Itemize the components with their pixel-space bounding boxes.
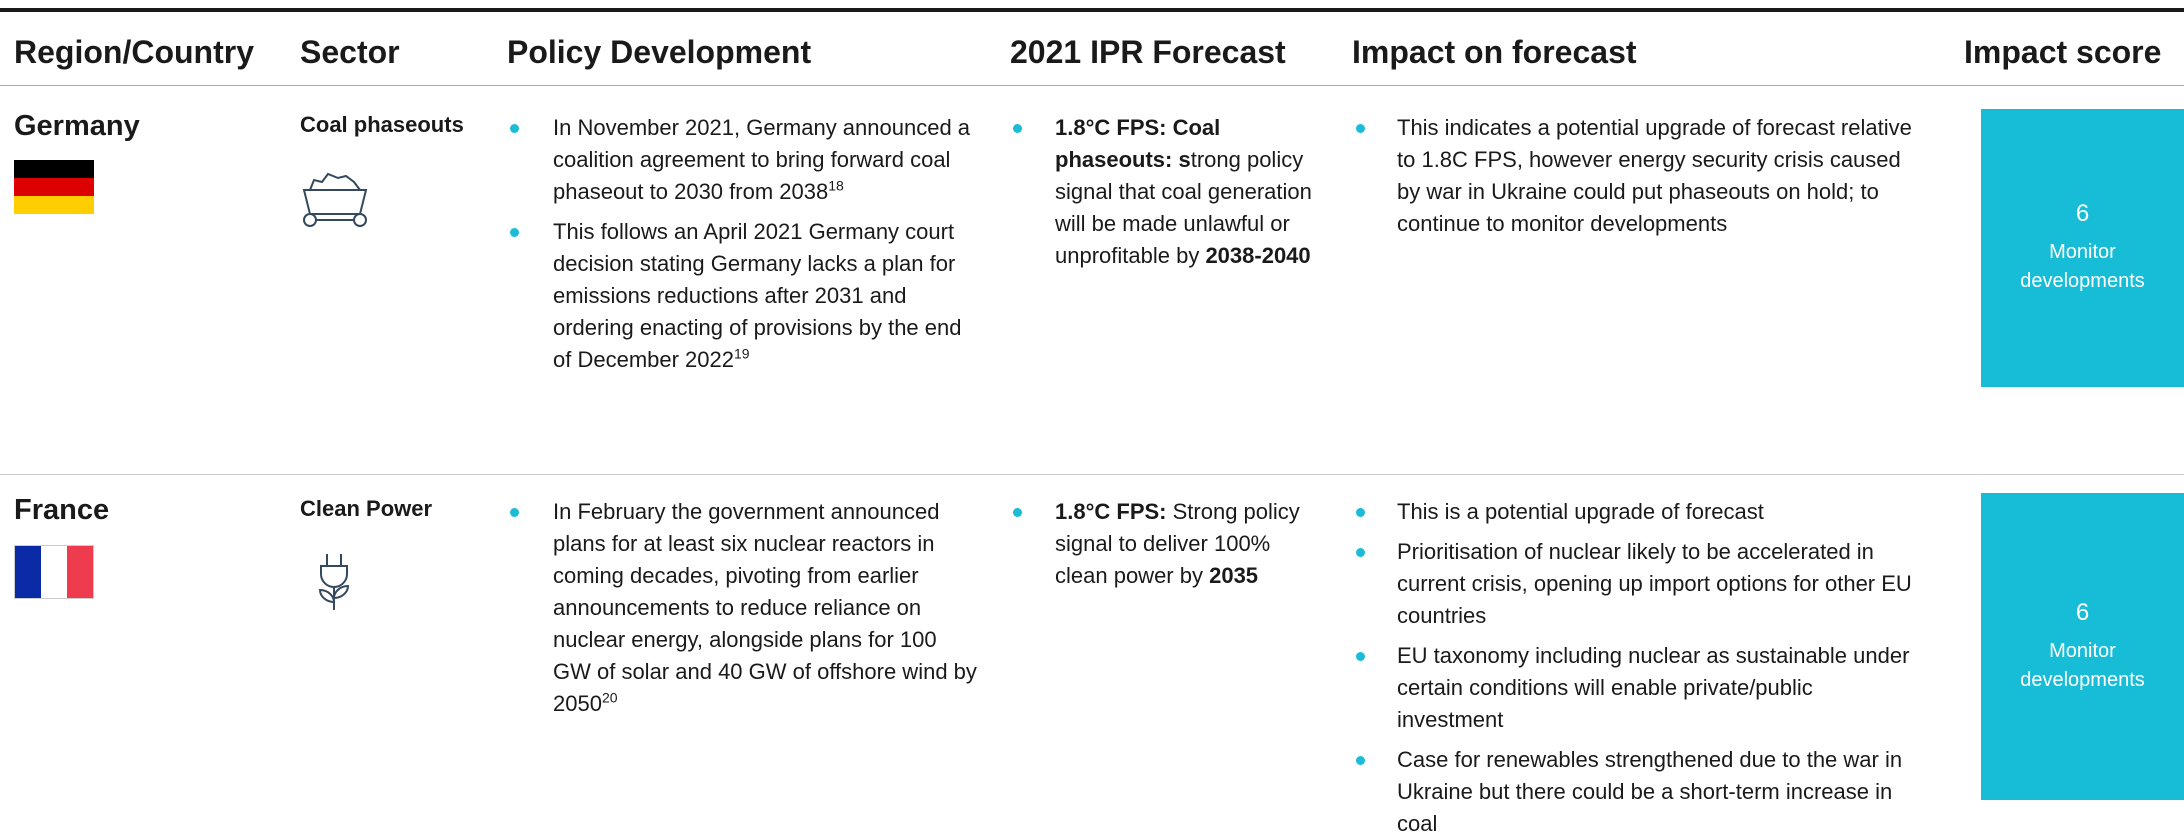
column-header: 2021 IPR Forecast bbox=[1010, 34, 1286, 70]
text-run: This is a potential upgrade of forecast bbox=[1397, 499, 1764, 524]
bold-run: 1.8°C FPS: bbox=[1055, 499, 1167, 524]
bullet-dot bbox=[1356, 508, 1365, 517]
bullet-dot bbox=[510, 228, 519, 237]
bold-run: 1.8°C FPS: Coal phaseouts: s bbox=[1055, 115, 1221, 172]
country: France bbox=[14, 494, 110, 526]
impact-score-box: 6 Monitor developments bbox=[1981, 109, 2184, 387]
bullet-text: This is a potential upgrade of forecast bbox=[1397, 496, 1917, 528]
bullet-text: EU taxonomy including nuclear as sustain… bbox=[1397, 640, 1917, 736]
bullet-text: 1.8°C FPS: Strong policy signal to deliv… bbox=[1055, 496, 1325, 592]
text-run: In February the government announced pla… bbox=[553, 499, 977, 716]
sector: Coal phaseouts bbox=[300, 112, 464, 137]
text-run: Strong policy signal to deliver 100% cle… bbox=[1055, 499, 1300, 588]
text-run: Prioritisation of nuclear likely to be a… bbox=[1397, 539, 1912, 628]
bullet-dot bbox=[1356, 124, 1365, 133]
bullet-dot bbox=[1013, 508, 1022, 517]
bullet-text: Case for renewables strengthened due to … bbox=[1397, 744, 1917, 832]
sector: Clean Power bbox=[300, 496, 433, 521]
bold-run: 2035 bbox=[1209, 563, 1259, 588]
bold-run: 2038-2040 bbox=[1205, 243, 1311, 268]
flag-france bbox=[14, 545, 94, 599]
text-run: Case for renewables strengthened due to … bbox=[1397, 747, 1903, 832]
bullet-text: 1.8°C FPS: Coal phaseouts: strong policy… bbox=[1055, 112, 1325, 272]
top-rule bbox=[0, 8, 2184, 12]
column-header: Region/Country bbox=[14, 34, 254, 70]
bullet-text: Prioritisation of nuclear likely to be a… bbox=[1397, 536, 1917, 632]
text-run: EU taxonomy including nuclear as sustain… bbox=[1397, 643, 1910, 732]
flag-germany bbox=[14, 160, 94, 214]
text-run: This indicates a potential upgrade of fo… bbox=[1397, 115, 1912, 236]
bullet-text: This follows an April 2021 Germany court… bbox=[553, 216, 978, 376]
text-run: trong policy signal that coal generation… bbox=[1055, 147, 1312, 268]
bullet-text: In November 2021, Germany announced a co… bbox=[553, 112, 978, 208]
column-header: Impact score bbox=[1964, 34, 2162, 70]
bullet-dot bbox=[1013, 124, 1022, 133]
footnote-ref: 19 bbox=[734, 345, 750, 362]
plug-plant-icon bbox=[318, 554, 350, 610]
column-header: Policy Development bbox=[507, 34, 812, 70]
impact-score-box: 6 Monitor developments bbox=[1981, 493, 2184, 800]
bullet-text: In February the government announced pla… bbox=[553, 496, 978, 720]
score-value: 6 bbox=[2075, 200, 2090, 227]
bullet-dot bbox=[1356, 652, 1365, 661]
text-run: In November 2021, Germany announced a co… bbox=[553, 115, 971, 204]
footnote-ref: 18 bbox=[828, 177, 844, 194]
header-rule bbox=[0, 85, 2184, 86]
bullet-dot bbox=[510, 508, 519, 517]
row-rule bbox=[0, 474, 2184, 475]
column-header: Sector bbox=[300, 34, 400, 70]
score-label: Monitor developments bbox=[2020, 241, 2145, 292]
text-run: This follows an April 2021 Germany court… bbox=[553, 219, 962, 372]
score-label: Monitor developments bbox=[2020, 639, 2145, 691]
column-header: Impact on forecast bbox=[1352, 34, 1637, 70]
bullet-dot bbox=[510, 124, 519, 133]
country: Germany bbox=[14, 110, 140, 142]
bullet-dot bbox=[1356, 548, 1365, 557]
bullet-text: This indicates a potential upgrade of fo… bbox=[1397, 112, 1917, 240]
bullet-dot bbox=[1356, 756, 1365, 765]
score-value: 6 bbox=[2075, 598, 2090, 626]
footnote-ref: 20 bbox=[601, 689, 618, 706]
coal-cart-icon bbox=[302, 172, 368, 227]
